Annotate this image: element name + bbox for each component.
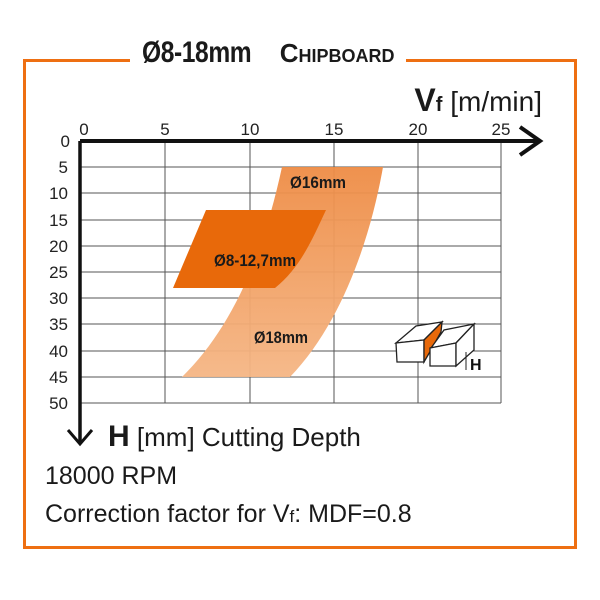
correction-factor-text: Correction factor for Vf: MDF=0.8 [45, 500, 412, 529]
svg-text:35: 35 [49, 315, 68, 334]
svg-text:25: 25 [49, 263, 68, 282]
icon-h-label: H [470, 357, 482, 374]
x-ticks: 0 5 10 15 20 25 [79, 120, 510, 139]
svg-text:0: 0 [79, 120, 88, 139]
svg-text:0: 0 [61, 132, 70, 151]
y-axis-unit: [mm] Cutting Depth [136, 422, 361, 452]
workpiece-profile-icon [393, 320, 476, 370]
x-axis-subscript: f [435, 94, 443, 116]
y-axis-symbol: H [108, 420, 130, 453]
svg-text:10: 10 [241, 120, 260, 139]
label-d8: Ø8-12,7mm [214, 251, 296, 270]
chart-title: Ø8-18mm Chipboard [130, 36, 407, 70]
svg-text:50: 50 [49, 394, 68, 413]
y-axis-label: H [mm] Cutting Depth [108, 420, 361, 454]
label-d18: Ø18mm [254, 328, 308, 347]
svg-text:15: 15 [325, 120, 344, 139]
svg-text:5: 5 [59, 158, 68, 177]
svg-text:20: 20 [409, 120, 428, 139]
correction-prefix: Correction factor for V [45, 500, 290, 528]
svg-text:40: 40 [49, 342, 68, 361]
svg-text:30: 30 [49, 289, 68, 308]
title-material: Chipboard [279, 38, 395, 68]
rpm-text: 18000 RPM [45, 462, 178, 490]
svg-text:25: 25 [492, 120, 511, 139]
title-diameter: Ø8-18mm [142, 36, 252, 69]
x-axis-symbol: V [414, 82, 436, 118]
svg-text:20: 20 [49, 237, 68, 256]
svg-text:45: 45 [49, 368, 68, 387]
svg-text:10: 10 [49, 184, 68, 203]
label-d16: Ø16mm [290, 173, 346, 192]
x-axis-unit: [m/min] [450, 86, 542, 117]
correction-subscript: f [289, 507, 295, 526]
correction-suffix: : MDF=0.8 [294, 500, 412, 528]
svg-text:15: 15 [49, 211, 68, 230]
svg-text:5: 5 [160, 120, 169, 139]
x-axis-label: Vf [m/min] [414, 82, 542, 119]
y-ticks: 0 5 10 15 20 25 30 35 40 45 50 [49, 132, 70, 413]
band-d8-12-7 [173, 210, 326, 288]
